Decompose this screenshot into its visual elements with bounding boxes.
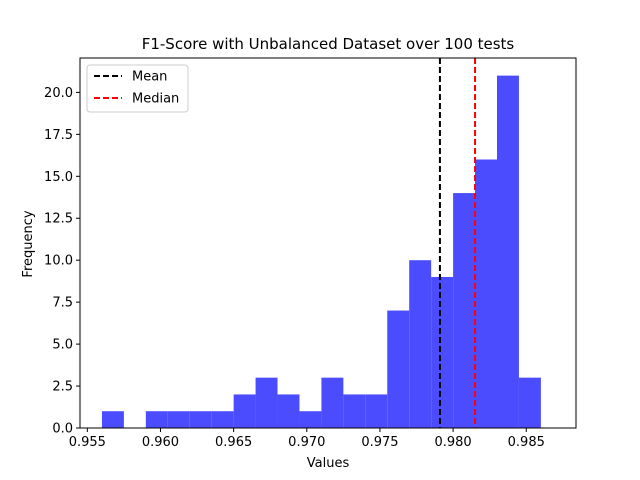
histogram-bar bbox=[299, 411, 322, 428]
histogram-bar bbox=[387, 310, 410, 428]
y-tick-label: 7.5 bbox=[52, 296, 73, 311]
x-tick-label: 0.970 bbox=[288, 435, 325, 450]
x-tick-label: 0.980 bbox=[434, 435, 471, 450]
histogram-bar bbox=[343, 394, 366, 428]
y-tick-label: 12.5 bbox=[44, 212, 73, 227]
histogram-bar bbox=[518, 377, 541, 428]
chart-title: F1-Score with Unbalanced Dataset over 10… bbox=[142, 35, 515, 53]
histogram-bar bbox=[409, 260, 432, 428]
histogram-bar bbox=[233, 394, 256, 428]
histogram-bar bbox=[365, 394, 388, 428]
axes-frame bbox=[79, 57, 577, 429]
histogram-bar bbox=[167, 411, 190, 428]
histogram-bar bbox=[431, 276, 454, 428]
reference-lines bbox=[438, 58, 477, 428]
x-axis-title: Values bbox=[307, 456, 350, 471]
x-tick-label: 0.955 bbox=[69, 435, 106, 450]
y-tick-label: 0.0 bbox=[52, 422, 73, 437]
histogram-bar bbox=[145, 411, 168, 428]
legend-label-median: Median bbox=[132, 92, 179, 107]
histogram-bar bbox=[189, 411, 212, 428]
x-tick-label: 0.960 bbox=[142, 435, 179, 450]
y-axis-ticks: 0.0 2.5 5.0 7.5 10.0 12.5 15.0 17.5 20.0 bbox=[44, 86, 80, 437]
x-tick-label: 0.985 bbox=[508, 435, 545, 450]
bars-group bbox=[101, 75, 541, 428]
histogram-bar bbox=[255, 377, 278, 428]
histogram-bar bbox=[475, 159, 497, 428]
histogram-bar bbox=[453, 193, 476, 428]
y-axis-title: Frequency bbox=[21, 210, 36, 277]
histogram-bar bbox=[321, 377, 344, 428]
histogram-bar bbox=[496, 75, 519, 428]
histogram-bar bbox=[277, 394, 300, 428]
y-tick-label: 17.5 bbox=[44, 128, 73, 143]
legend-label-mean: Mean bbox=[132, 70, 167, 85]
y-tick-label: 2.5 bbox=[52, 380, 73, 395]
histogram-bar bbox=[101, 411, 124, 428]
histogram-bar bbox=[211, 411, 234, 428]
y-tick-label: 15.0 bbox=[44, 170, 73, 185]
x-tick-label: 0.975 bbox=[361, 435, 398, 450]
y-tick-label: 10.0 bbox=[44, 254, 73, 269]
x-axis-ticks: 0.955 0.960 0.965 0.970 0.975 0.980 0.985 bbox=[69, 428, 545, 450]
y-tick-label: 5.0 bbox=[52, 338, 73, 353]
x-tick-label: 0.965 bbox=[215, 435, 252, 450]
legend: Mean Median bbox=[86, 64, 189, 113]
y-tick-label: 20.0 bbox=[44, 86, 73, 101]
